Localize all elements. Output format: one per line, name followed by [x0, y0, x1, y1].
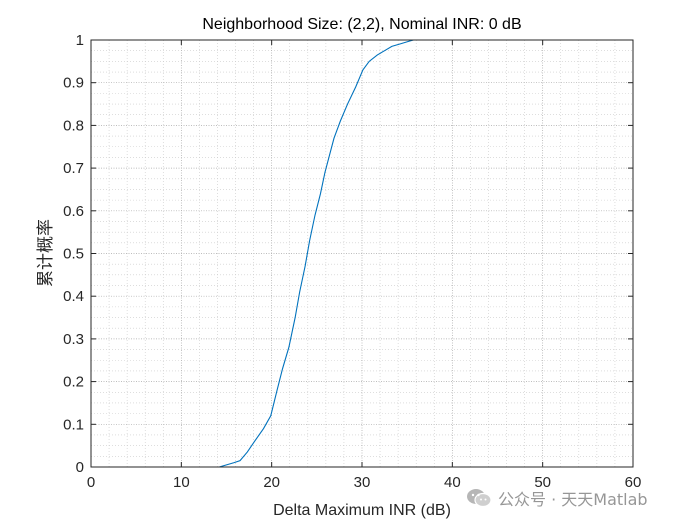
y-tick-label: 0.2	[63, 374, 84, 391]
watermark: 公众号 · 天天Matlab	[466, 486, 648, 510]
wechat-icon	[467, 489, 492, 508]
chart-title: Neighborhood Size: (2,2), Nominal INR: 0…	[202, 16, 521, 33]
x-tick-label: 30	[354, 474, 371, 491]
x-tick-label: 40	[444, 474, 461, 491]
y-tick-label: 0	[76, 459, 84, 476]
x-tick-label: 20	[263, 474, 280, 491]
x-tick-labels: 0 10 20 30 40 50 60	[87, 474, 642, 491]
y-tick-label: 1	[76, 32, 84, 49]
plot-area	[90, 39, 634, 468]
x-tick-label: 50	[534, 474, 551, 491]
y-tick-label: 0.1	[63, 416, 84, 433]
x-axis-label: Delta Maximum INR (dB)	[273, 502, 451, 519]
watermark-text: 公众号 · 天天Matlab	[498, 490, 648, 509]
y-tick-label: 0.7	[63, 160, 84, 177]
y-tick-label: 0.8	[63, 117, 84, 134]
x-tick-label: 10	[173, 474, 190, 491]
y-tick-labels: 0 0.1 0.2 0.3 0.4 0.5 0.6 0.7 0.8 0.9 1	[63, 32, 84, 476]
y-tick-label: 0.6	[63, 203, 84, 220]
y-tick-label: 0.3	[63, 331, 84, 348]
x-tick-label: 60	[625, 474, 642, 491]
cdf-line	[219, 39, 414, 468]
y-tick-label: 0.4	[63, 288, 84, 305]
x-tick-label: 0	[87, 474, 95, 491]
y-tick-label: 0.9	[63, 75, 84, 92]
axis-ticks	[90, 39, 634, 468]
y-tick-label: 0.5	[63, 246, 84, 263]
y-axis-label: 累计概率	[36, 219, 56, 287]
